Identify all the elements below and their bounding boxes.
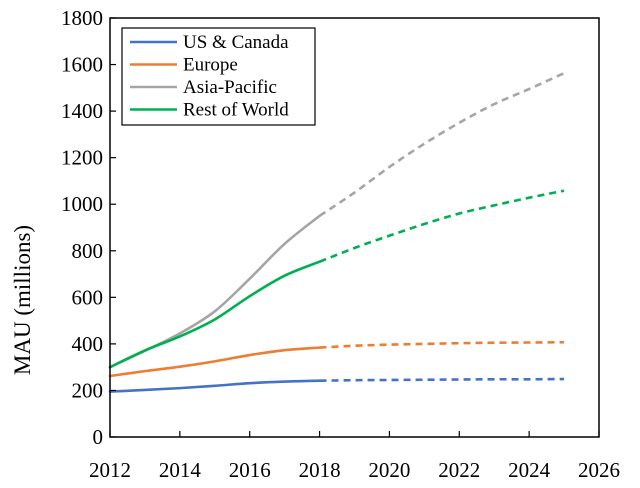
series-line-us-canada-actual (108, 379, 321, 393)
series-line-asia-pacific-forecast (318, 71, 565, 217)
legend-label-us-canada: US & Canada (183, 32, 289, 53)
y-tick-label: 200 (72, 378, 104, 402)
y-axis-label: MAU (millions) (10, 225, 35, 375)
series-line-rest-of-world-forecast (319, 189, 565, 263)
legend-label-rest-of-world: Rest of World (183, 100, 289, 121)
legend-label-europe: Europe (183, 55, 238, 76)
x-tick-label: 2024 (508, 458, 551, 482)
x-tick-label: 2020 (368, 458, 410, 482)
x-tick-label: 2014 (159, 458, 202, 482)
y-tick-label: 1800 (61, 6, 103, 30)
x-tick-label: 2026 (578, 458, 620, 482)
y-tick-label: 1400 (61, 99, 103, 123)
series-line-asia-pacific-actual (108, 214, 321, 369)
legend-label-asia-pacific: Asia-Pacific (183, 77, 277, 98)
y-tick-label: 1200 (61, 146, 103, 170)
y-tick-label: 400 (72, 332, 104, 356)
ticks-layer: 0 200 400 600 800 1000 1200 1400 1600 1800 2012 201… (61, 6, 620, 482)
x-tick-label: 2022 (438, 458, 480, 482)
y-tick-label: 0 (93, 425, 104, 449)
plot-frame (109, 17, 600, 438)
x-tick-label: 2012 (89, 458, 131, 482)
x-tick-label: 2016 (229, 458, 271, 482)
series-line-europe-actual (108, 346, 321, 378)
series-layer (108, 71, 565, 393)
y-tick-label: 800 (72, 239, 104, 263)
series-line-rest-of-world-actual (108, 260, 321, 369)
y-tick-label: 1600 (61, 53, 103, 77)
series-line-europe-forecast (319, 340, 565, 349)
x-tick-label: 2018 (299, 458, 341, 482)
series-line-us-canada-forecast (319, 377, 565, 382)
y-tick-label: 1000 (61, 192, 103, 216)
y-tick-label: 600 (72, 285, 104, 309)
